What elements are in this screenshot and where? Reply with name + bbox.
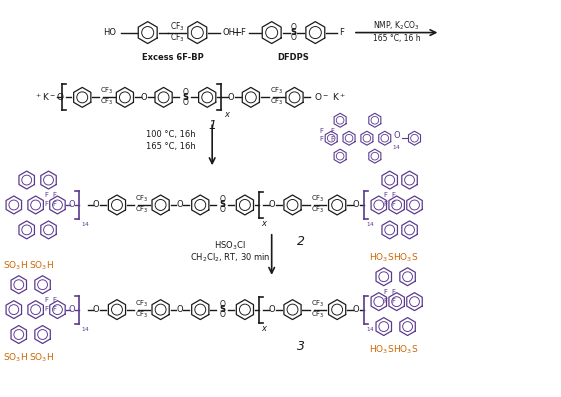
Text: DFDPS: DFDPS (278, 52, 309, 62)
Text: x: x (261, 219, 266, 228)
Text: F: F (392, 201, 396, 207)
Text: F: F (392, 289, 396, 295)
Text: O: O (176, 305, 183, 314)
Text: O: O (140, 93, 147, 102)
Text: F: F (319, 128, 323, 134)
Text: F: F (53, 192, 57, 198)
Text: O: O (182, 98, 188, 107)
Text: O: O (268, 305, 275, 314)
Text: S: S (219, 200, 225, 210)
Text: SO$_3$H: SO$_3$H (29, 260, 54, 272)
Text: CF$_3$: CF$_3$ (135, 299, 149, 309)
Text: O: O (93, 305, 99, 314)
Text: CF$_3$: CF$_3$ (311, 310, 325, 320)
Text: 1: 1 (208, 119, 216, 132)
Text: $^+$K$^-$O: $^+$K$^-$O (34, 91, 64, 103)
Text: CF$_3$: CF$_3$ (169, 20, 185, 33)
Text: F: F (240, 28, 245, 37)
Text: x: x (224, 110, 229, 119)
Text: F: F (339, 28, 344, 37)
Text: +: + (232, 26, 242, 39)
Text: O: O (219, 300, 225, 309)
Text: HO$_3$S: HO$_3$S (369, 252, 394, 264)
Text: 165 °C, 16 h: 165 °C, 16 h (373, 34, 420, 43)
Text: O: O (291, 33, 296, 42)
Text: S: S (291, 28, 297, 37)
Text: Excess 6F-BP: Excess 6F-BP (141, 52, 204, 62)
Text: $_{14}$: $_{14}$ (81, 220, 90, 229)
Text: O: O (93, 200, 99, 210)
Text: F: F (384, 201, 388, 207)
Text: O: O (219, 206, 225, 214)
Text: CF$_3$: CF$_3$ (135, 205, 149, 215)
Text: x: x (261, 324, 266, 333)
Text: F: F (392, 298, 396, 304)
Text: CF$_3$: CF$_3$ (135, 310, 149, 320)
Text: F: F (53, 201, 57, 207)
Text: HO$_3$S: HO$_3$S (393, 343, 419, 356)
Text: SO$_3$H: SO$_3$H (29, 351, 54, 364)
Text: O: O (228, 93, 234, 102)
Text: 100 °C, 16h: 100 °C, 16h (146, 130, 195, 139)
Text: O: O (68, 305, 75, 314)
Text: NMP, K$_2$CO$_3$: NMP, K$_2$CO$_3$ (373, 19, 420, 32)
Text: F: F (384, 289, 388, 295)
Text: F: F (53, 306, 57, 312)
Text: O: O (268, 200, 275, 210)
Text: $_{14}$: $_{14}$ (81, 325, 90, 333)
Text: F: F (44, 201, 49, 207)
Text: HSO$_3$Cl: HSO$_3$Cl (214, 240, 246, 252)
Text: O: O (176, 200, 183, 210)
Text: $_{14}$: $_{14}$ (366, 325, 375, 333)
Text: SO$_3$H: SO$_3$H (3, 351, 28, 364)
Text: O: O (394, 131, 401, 140)
Text: CF$_3$: CF$_3$ (311, 205, 325, 215)
Text: O: O (219, 195, 225, 204)
Text: F: F (384, 298, 388, 304)
Text: F: F (53, 297, 57, 303)
Text: HO$_3$S: HO$_3$S (369, 343, 394, 356)
Text: F: F (392, 192, 396, 198)
Text: F: F (330, 136, 334, 142)
Text: HO: HO (103, 28, 116, 37)
Text: F: F (319, 136, 323, 142)
Text: F: F (44, 297, 49, 303)
Text: F: F (330, 128, 334, 134)
Text: CF$_3$: CF$_3$ (311, 194, 325, 204)
Text: HO$_3$S: HO$_3$S (393, 252, 419, 264)
Text: 165 °C, 16h: 165 °C, 16h (146, 142, 195, 151)
Text: O: O (353, 200, 359, 210)
Text: O: O (182, 88, 188, 97)
Text: $_{14}$: $_{14}$ (392, 143, 401, 152)
Text: O$^-$ K$^+$: O$^-$ K$^+$ (314, 91, 346, 103)
Text: SO$_3$H: SO$_3$H (3, 260, 28, 272)
Text: F: F (384, 192, 388, 198)
Text: CH$_2$Cl$_2$, RT, 30 min: CH$_2$Cl$_2$, RT, 30 min (190, 252, 270, 264)
Text: CF$_3$: CF$_3$ (100, 86, 114, 96)
Text: CF$_3$: CF$_3$ (135, 194, 149, 204)
Text: $_{14}$: $_{14}$ (366, 220, 375, 229)
Text: O: O (291, 23, 296, 32)
Text: O: O (219, 310, 225, 319)
Text: CF$_3$: CF$_3$ (270, 97, 283, 108)
Text: CF$_3$: CF$_3$ (311, 299, 325, 309)
Text: S: S (219, 305, 225, 314)
Text: OH: OH (222, 28, 235, 37)
Text: F: F (44, 306, 49, 312)
Text: O: O (353, 305, 359, 314)
Text: S: S (182, 93, 188, 102)
Text: CF$_3$: CF$_3$ (169, 31, 185, 44)
Text: CF$_3$: CF$_3$ (270, 86, 283, 96)
Text: O: O (68, 200, 75, 210)
Text: 2: 2 (297, 235, 305, 248)
Text: 3: 3 (297, 339, 305, 353)
Text: F: F (44, 192, 49, 198)
Text: CF$_3$: CF$_3$ (100, 97, 114, 108)
